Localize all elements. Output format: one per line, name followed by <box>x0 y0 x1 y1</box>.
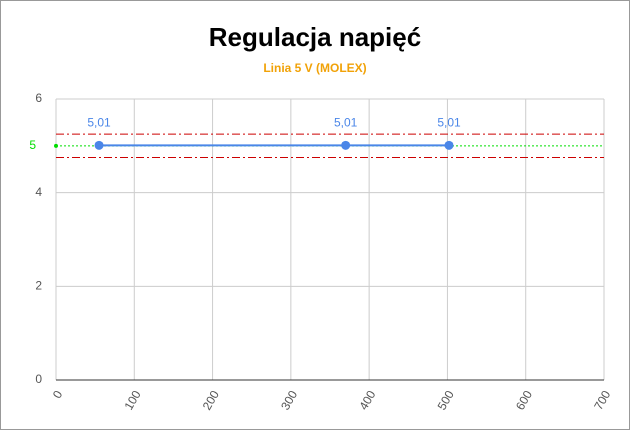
data-point <box>444 140 454 150</box>
chart-subtitle: Linia 5 V (MOLEX) <box>263 61 366 75</box>
data-label: 5,01 <box>334 116 358 130</box>
data-point <box>341 140 351 150</box>
y-tick-label: 6 <box>35 91 42 105</box>
y-tick-label: 0 <box>35 372 42 386</box>
chart-title: Regulacja napięć <box>209 22 421 52</box>
data-label: 5,01 <box>87 116 111 130</box>
data-point <box>94 140 104 150</box>
reference-label: 5 <box>29 138 36 152</box>
data-label: 5,01 <box>437 116 461 130</box>
reference-dot <box>54 143 58 148</box>
y-tick-label: 2 <box>35 279 42 293</box>
y-tick-label: 4 <box>35 185 42 199</box>
